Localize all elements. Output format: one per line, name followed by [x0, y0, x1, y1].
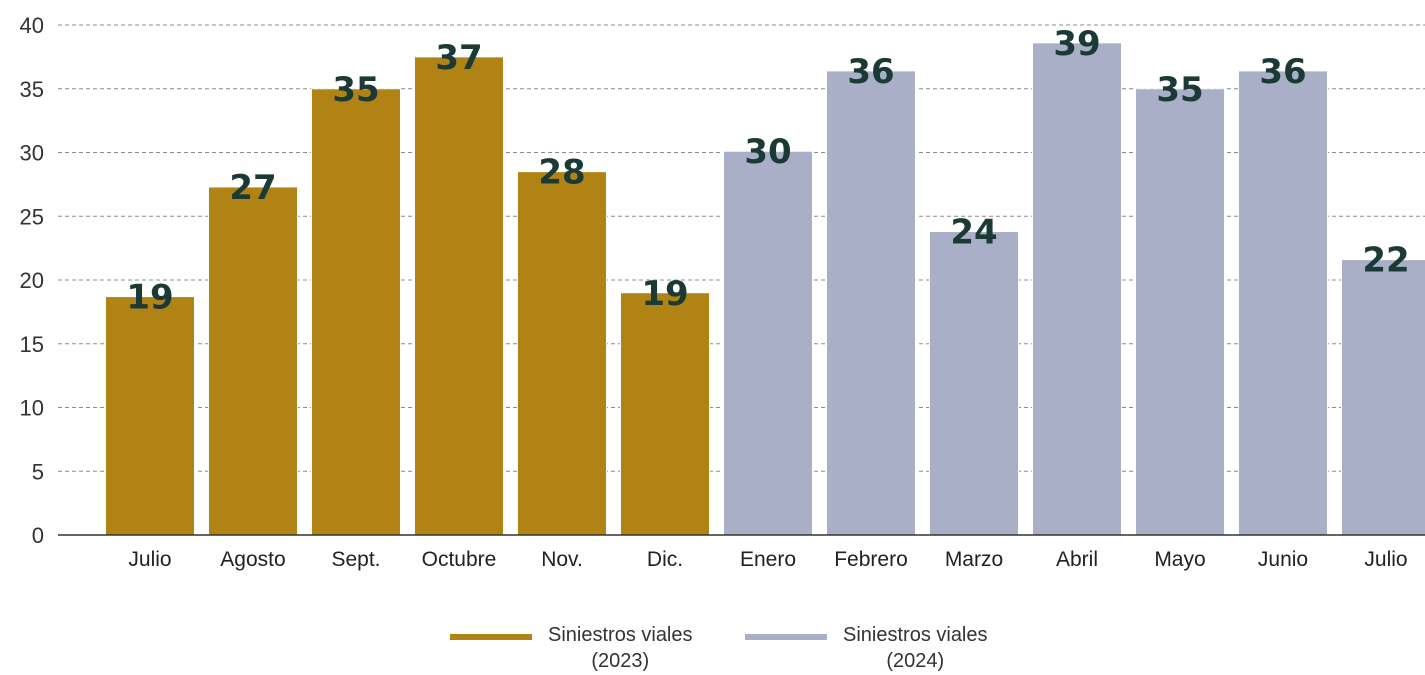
x-tick-label: Abril [1056, 548, 1098, 571]
x-tick-label: Marzo [945, 548, 1003, 571]
data-label: 30 [744, 132, 791, 172]
x-tick-label: Julio [128, 548, 171, 571]
y-tick-label: 10 [20, 396, 44, 421]
bar-junio-2024 [1238, 70, 1328, 536]
x-tick-label: Sept. [331, 548, 380, 571]
data-label: 24 [950, 213, 997, 253]
data-label: 35 [1156, 70, 1203, 110]
bar-julio-2024 [1341, 259, 1425, 536]
legend-label-2024-line2: (2024) [886, 650, 945, 672]
data-label: 35 [332, 70, 379, 110]
x-tick-label: Agosto [220, 548, 285, 571]
bar-sept-2023 [311, 88, 401, 536]
bar-octubre-2023 [414, 56, 504, 536]
data-label: 36 [1259, 52, 1306, 92]
bar-agosto-2023 [208, 186, 298, 536]
data-label: 37 [435, 38, 482, 78]
bar-mayo-2024 [1135, 88, 1225, 536]
legend-label-2024: Siniestros viales (2024) [843, 622, 988, 674]
data-label: 36 [847, 52, 894, 92]
bar-marzo-2024 [929, 231, 1019, 536]
data-label: 39 [1053, 24, 1100, 64]
legend-label-2023: Siniestros viales (2023) [548, 622, 693, 674]
x-tick-label: Dic. [647, 548, 683, 571]
bar-enero-2024 [723, 150, 813, 536]
x-tick-label: Junio [1258, 548, 1308, 571]
x-tick-label: Mayo [1154, 548, 1205, 571]
bar-nov-2023 [517, 171, 607, 536]
x-axis: Julio Agosto Sept. Octubre Nov. Dic. Enero Febr… [58, 534, 1425, 571]
legend-label-2023-line1: Siniestros viales [548, 624, 693, 646]
legend-item-2024: Siniestros viales (2024) [745, 622, 988, 674]
x-tick-label: Nov. [541, 548, 583, 571]
data-label: 19 [126, 278, 173, 318]
x-tick-label: Julio [1364, 548, 1407, 571]
legend-label-2023-line2: (2023) [591, 650, 650, 672]
data-label: 28 [538, 153, 585, 193]
legend-item-2023: Siniestros viales (2023) [450, 622, 693, 674]
y-tick-label: 25 [20, 204, 44, 229]
y-tick-label: 20 [20, 268, 44, 293]
bar-julio-2023 [105, 296, 195, 536]
data-label: 19 [641, 274, 688, 314]
data-label: 22 [1362, 241, 1409, 281]
y-tick-label: 40 [20, 13, 44, 38]
legend-label-2024-line1: Siniestros viales [843, 624, 988, 646]
legend: Siniestros viales (2023) Siniestros vial… [0, 622, 1425, 674]
x-tick-label: Enero [740, 548, 796, 571]
y-tick-label: 30 [20, 141, 44, 166]
y-tick-label: 15 [20, 332, 44, 357]
data-label: 27 [229, 168, 276, 208]
bar-dic-2023 [620, 292, 710, 536]
bar-chart: 0 5 10 15 20 25 30 35 40 19 27 35 37 28 19 30 36 24 39 35 3… [20, 13, 1425, 571]
y-axis: 0 5 10 15 20 25 30 35 40 [20, 13, 44, 548]
y-tick-label: 35 [20, 77, 44, 102]
y-tick-label: 0 [32, 523, 44, 548]
bar-abril-2024 [1032, 42, 1122, 536]
legend-swatch-2023 [450, 634, 532, 640]
x-tick-label: Febrero [834, 548, 908, 571]
x-tick-label: Octubre [422, 548, 497, 571]
bar-febrero-2024 [826, 70, 916, 536]
y-tick-label: 5 [32, 459, 44, 484]
bars: 19 27 35 37 28 19 30 36 24 39 35 36 22 [105, 24, 1425, 536]
legend-swatch-2024 [745, 634, 827, 640]
